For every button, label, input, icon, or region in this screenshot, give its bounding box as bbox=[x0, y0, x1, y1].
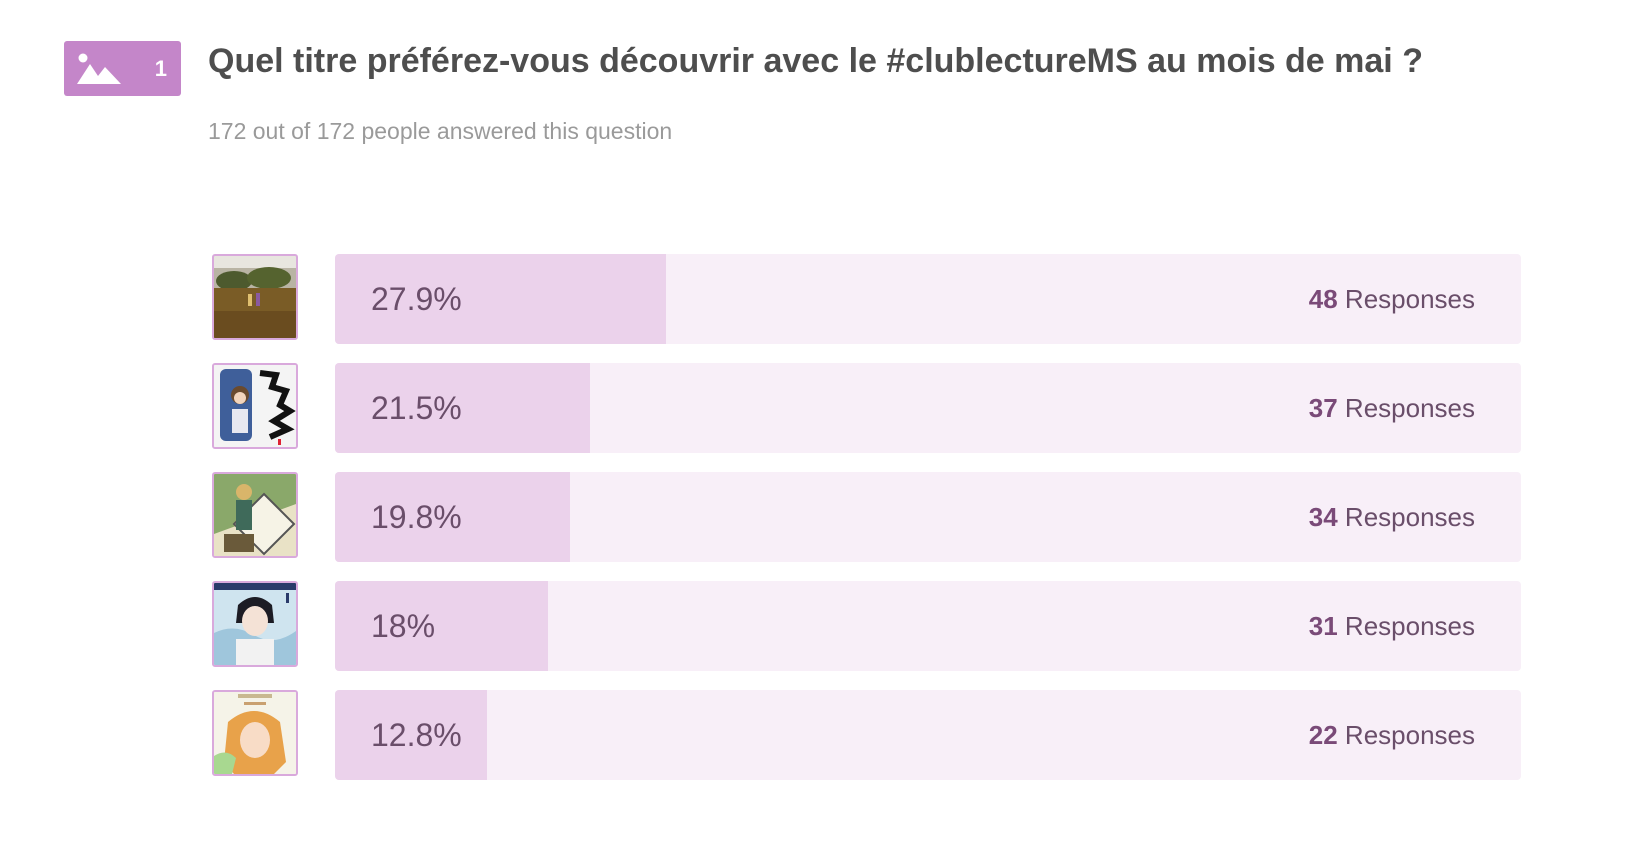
count-label: Responses bbox=[1344, 720, 1475, 750]
result-percent: 18% bbox=[371, 608, 436, 644]
option-thumbnail bbox=[212, 363, 298, 449]
count-label: Responses bbox=[1344, 611, 1475, 641]
option-thumbnail bbox=[212, 472, 298, 558]
count-number: 37 bbox=[1308, 393, 1338, 423]
option-thumbnail bbox=[212, 690, 298, 776]
question-title: Quel titre préférez-vous découvrir avec … bbox=[208, 42, 1423, 80]
result-bar-fill bbox=[335, 254, 666, 344]
option-thumbnail bbox=[212, 254, 298, 340]
count-number: 34 bbox=[1308, 502, 1338, 532]
result-bar-track: 27.9% 48 Responses bbox=[335, 254, 1521, 344]
option-row: 21.5% 37 Responses bbox=[212, 363, 1522, 455]
result-percent: 12.8% bbox=[371, 717, 462, 753]
result-percent: 21.5% bbox=[371, 390, 462, 426]
result-count: 22 Responses bbox=[1309, 690, 1475, 780]
result-percent: 27.9% bbox=[371, 281, 462, 317]
result-bar-track: 12.8% 22 Responses bbox=[335, 690, 1521, 780]
question-number: 1 bbox=[154, 56, 167, 81]
result-bar-track: 19.8% 34 Responses bbox=[335, 472, 1521, 562]
option-thumbnail bbox=[212, 581, 298, 667]
result-bar-fill bbox=[335, 690, 487, 780]
question-badge: 1 bbox=[64, 41, 181, 96]
option-row: 27.9% 48 Responses bbox=[212, 254, 1522, 346]
result-bar-track: 18% 31 Responses bbox=[335, 581, 1521, 671]
count-number: 31 bbox=[1308, 611, 1338, 641]
image-icon bbox=[77, 53, 121, 84]
result-bar-fill bbox=[335, 363, 590, 453]
count-label: Responses bbox=[1344, 502, 1475, 532]
result-percent: 19.8% bbox=[371, 499, 462, 535]
count-number: 22 bbox=[1308, 720, 1338, 750]
answered-count: 172 out of 172 people answered this ques… bbox=[208, 118, 673, 144]
option-row: 12.8% 22 Responses bbox=[212, 690, 1522, 782]
result-bar-fill bbox=[335, 581, 549, 671]
result-bar-track: 21.5% 37 Responses bbox=[335, 363, 1521, 453]
option-row: 19.8% 34 Responses bbox=[212, 472, 1522, 564]
result-count: 31 Responses bbox=[1309, 581, 1475, 671]
result-count: 48 Responses bbox=[1309, 254, 1475, 344]
result-count: 34 Responses bbox=[1309, 472, 1475, 562]
result-count: 37 Responses bbox=[1309, 363, 1475, 453]
count-label: Responses bbox=[1344, 284, 1475, 314]
count-label: Responses bbox=[1344, 393, 1475, 423]
result-bar-fill bbox=[335, 472, 570, 562]
count-number: 48 bbox=[1308, 284, 1338, 314]
option-row: 18% 31 Responses bbox=[212, 581, 1522, 673]
